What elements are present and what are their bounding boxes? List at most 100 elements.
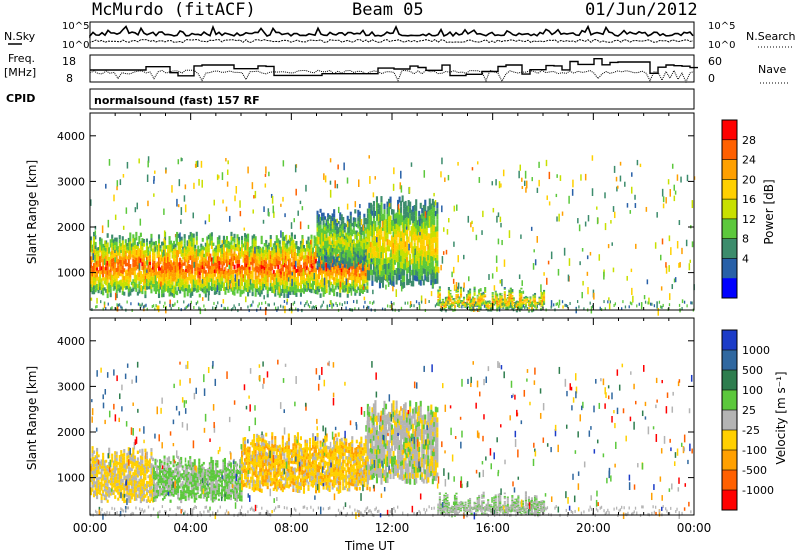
echo-cell [353, 300, 354, 303]
echo-cell [102, 273, 104, 277]
echo-cell [528, 312, 530, 313]
echo-cell [295, 293, 297, 297]
echo-cell [217, 252, 219, 256]
echo-cell [470, 300, 471, 303]
echo-cell [631, 302, 632, 305]
echo-cell [111, 235, 113, 239]
echo-cell [403, 269, 405, 275]
echo-cell [520, 234, 522, 238]
echo-cell [116, 186, 118, 190]
echo-cell [117, 306, 119, 311]
echo-cell [263, 206, 265, 212]
echo-cell [203, 305, 204, 308]
echo-cell [415, 199, 417, 205]
echo-cell [439, 286, 441, 287]
echo-cell [368, 275, 370, 281]
echo-cell [369, 301, 370, 304]
echo-cell [436, 231, 438, 237]
echo-cell [288, 292, 290, 298]
echo-cell [425, 211, 427, 217]
echo-cell [169, 253, 171, 257]
echo-cell [213, 302, 214, 305]
echo-cell [406, 227, 408, 230]
echo-cell [684, 301, 685, 304]
echo-cell [675, 277, 677, 282]
noise-right-tick-top: 10^5 [708, 21, 735, 32]
echo-cell [101, 238, 103, 242]
echo-cell [289, 235, 291, 241]
echo-cell [501, 279, 503, 286]
echo-cell [504, 291, 506, 292]
echo-cell [300, 285, 302, 289]
freq-tick-bottom: 8 [66, 72, 73, 85]
echo-cell [280, 230, 282, 237]
echo-cell [149, 251, 151, 254]
echo-cell [328, 248, 330, 255]
echo-cell [484, 296, 486, 297]
echo-cell [223, 299, 225, 303]
echo-cell [675, 191, 677, 195]
echo-cell [496, 255, 498, 262]
echo-cell [175, 234, 177, 241]
echo-cell [383, 204, 385, 209]
echo-cell [504, 293, 506, 294]
echo-cell [338, 207, 340, 213]
echo-cell [294, 235, 296, 239]
echo-cell [126, 301, 127, 304]
echo-cell [191, 291, 193, 295]
echo-cell [566, 304, 567, 307]
echo-cell [572, 180, 574, 188]
echo-cell [366, 289, 368, 293]
echo-cell [194, 245, 196, 248]
echo-cell [238, 241, 240, 245]
echo-cell [330, 190, 332, 198]
echo-cell [582, 248, 584, 252]
echo-cell [346, 278, 348, 284]
echo-cell [458, 298, 460, 299]
echo-cell [214, 273, 216, 277]
echo-cell [144, 305, 145, 308]
echo-cell [92, 253, 94, 260]
echo-cell [520, 295, 522, 297]
echo-cell [411, 162, 413, 166]
echo-cell [343, 270, 345, 273]
echo-cell [646, 207, 648, 212]
echo-cell [305, 185, 307, 192]
echo-cell [460, 287, 462, 288]
echo-cell [656, 212, 658, 218]
echo-cell [283, 306, 284, 309]
echo-cell [229, 265, 231, 270]
echo-cell [519, 274, 521, 279]
echo-cell [445, 311, 447, 312]
echo-cell [351, 263, 353, 266]
echo-cell [247, 242, 249, 250]
echo-cell [334, 234, 336, 241]
echo-cell [460, 293, 462, 294]
echo-cell [520, 165, 522, 171]
echo-cell [402, 195, 404, 202]
echo-cell [306, 300, 307, 303]
echo-cell [295, 165, 297, 173]
noise-right-tick-bottom: 10^0 [708, 40, 735, 51]
echo-cell [647, 279, 649, 284]
echo-cell [359, 223, 361, 227]
echo-cell [294, 301, 295, 304]
echo-cell [197, 246, 199, 250]
echo-cell [495, 292, 497, 293]
echo-cell [528, 311, 530, 312]
echo-cell [320, 221, 322, 225]
echo-cell [543, 272, 545, 276]
echo-cell [513, 297, 515, 298]
echo-cell [436, 202, 438, 208]
echo-cell [509, 305, 510, 308]
echo-cell [295, 261, 297, 267]
echo-cell [144, 294, 146, 298]
echo-cell [95, 235, 97, 239]
echo-cell [339, 302, 340, 305]
echo-cell [450, 305, 451, 308]
echo-cell [453, 267, 455, 273]
echo-cell [440, 265, 442, 270]
echo-cell [217, 264, 219, 268]
echo-cell [463, 297, 465, 298]
cpid-label: CPID [6, 92, 35, 105]
